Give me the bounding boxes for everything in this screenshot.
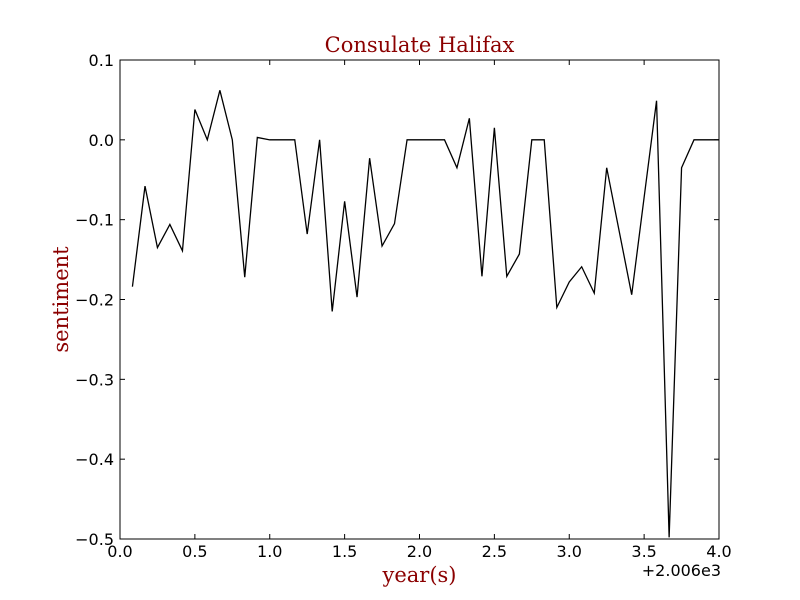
x-axis-label: year(s): [381, 563, 456, 587]
y-tick-label: 0.1: [89, 51, 114, 70]
x-tick-label: 3.5: [631, 542, 656, 561]
x-axis-offset-label: +2.006e3: [642, 561, 721, 580]
y-tick-label: −0.5: [75, 530, 114, 549]
x-tick-label: 0.5: [182, 542, 207, 561]
y-tick-label: −0.1: [75, 211, 114, 230]
x-tick-label: 0.0: [107, 542, 132, 561]
y-axis-label: sentiment: [49, 246, 73, 353]
y-axis-ticks: −0.5 −0.4 −0.3 −0.2 −0.1 0.0 0.1: [75, 51, 719, 549]
y-tick-label: −0.2: [75, 291, 114, 310]
x-tick-label: 4.0: [706, 542, 731, 561]
y-tick-label: −0.4: [75, 450, 114, 469]
y-tick-label: −0.3: [75, 370, 114, 389]
plot-area: [119, 59, 720, 540]
x-tick-label: 1.0: [257, 542, 282, 561]
x-tick-label: 2.5: [482, 542, 507, 561]
series-line: [131, 90, 719, 538]
y-tick-label: 0.0: [89, 131, 114, 150]
chart-title: Consulate Halifax: [325, 33, 515, 57]
x-axis-ticks: 0.0 0.5 1.0 1.5 2.0 2.5 3.0 3.5 4.0: [107, 60, 732, 561]
x-tick-label: 3.0: [557, 542, 582, 561]
x-tick-label: 2.0: [407, 542, 432, 561]
x-tick-label: 1.5: [332, 542, 357, 561]
chart-marks: [131, 90, 719, 538]
